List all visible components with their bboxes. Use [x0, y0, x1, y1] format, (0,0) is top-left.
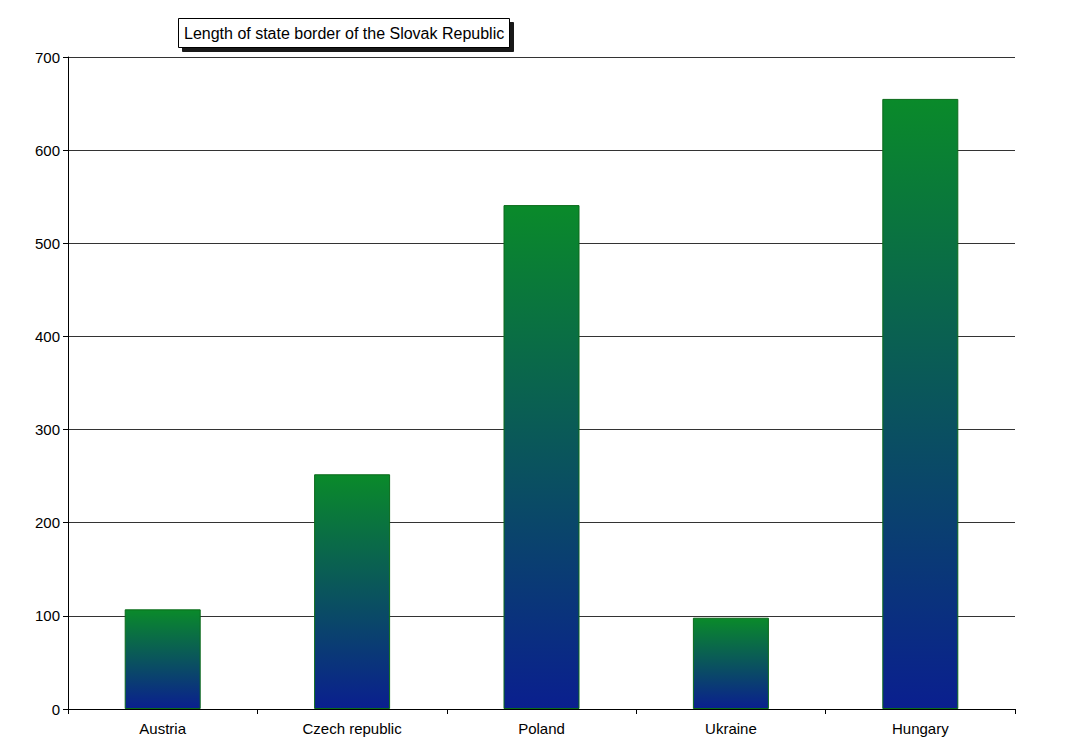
svg-text:200: 200	[35, 514, 60, 531]
svg-text:0: 0	[52, 701, 60, 718]
svg-text:Length of state border of the: Length of state border of the Slovak Rep…	[184, 25, 504, 42]
svg-text:Austria: Austria	[139, 720, 186, 737]
svg-text:Czech republic: Czech republic	[302, 720, 402, 737]
svg-text:300: 300	[35, 421, 60, 438]
svg-text:400: 400	[35, 328, 60, 345]
svg-text:Poland: Poland	[518, 720, 565, 737]
svg-text:500: 500	[35, 235, 60, 252]
svg-text:100: 100	[35, 607, 60, 624]
svg-text:Hungary: Hungary	[892, 720, 949, 737]
svg-text:700: 700	[35, 49, 60, 66]
svg-text:Ukraine: Ukraine	[705, 720, 757, 737]
svg-text:600: 600	[35, 142, 60, 159]
